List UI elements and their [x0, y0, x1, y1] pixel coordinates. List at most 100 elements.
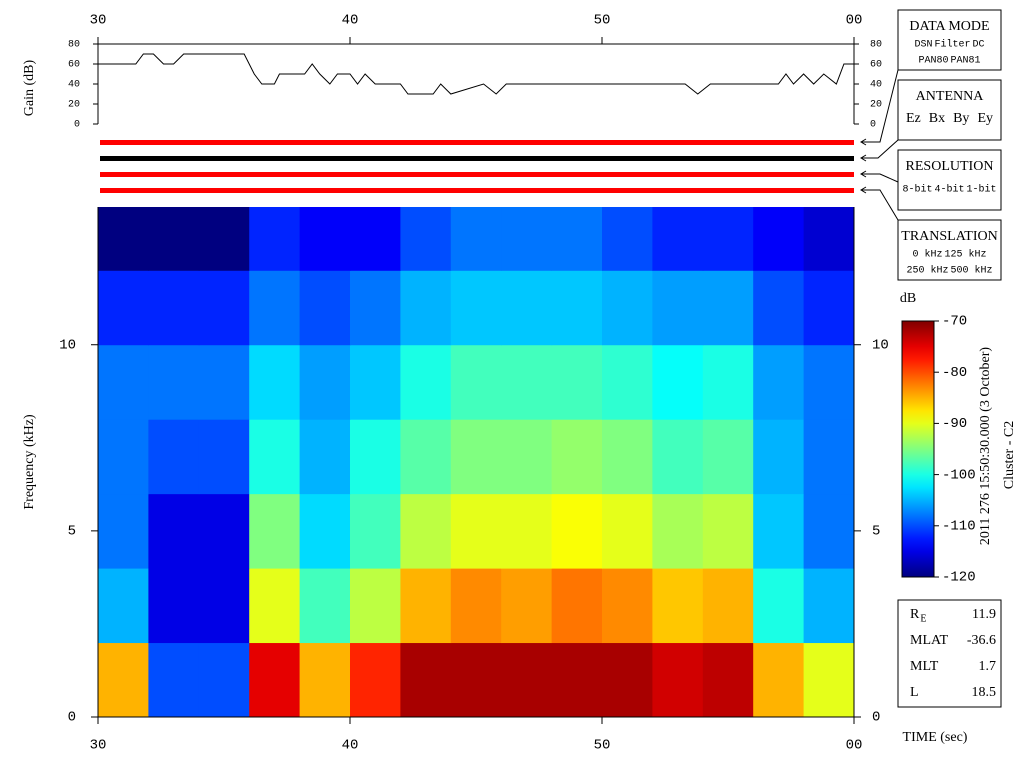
spectrogram-cell	[400, 493, 452, 569]
colorbar-tick-label: -110	[942, 519, 976, 535]
spectrogram-cell	[400, 344, 452, 420]
spectrogram-cell	[98, 419, 149, 495]
status-item: DC	[973, 40, 985, 51]
y-tick-label: 40	[870, 80, 882, 91]
spectrogram-cell	[198, 568, 250, 644]
spectrogram-cell	[198, 270, 250, 346]
spectrogram-cell	[501, 344, 553, 420]
status-item: 0 kHz	[912, 249, 942, 261]
spectrogram-cell	[652, 419, 704, 495]
spectrogram-cell	[148, 568, 200, 644]
spectrogram-cell	[652, 207, 704, 271]
spectrogram-cell	[450, 493, 502, 569]
spectrogram-cell	[753, 207, 805, 271]
colorbar-tick-label: -100	[942, 467, 976, 483]
spectrogram-cell	[249, 419, 301, 495]
orbit-label-sub: E	[920, 613, 926, 624]
x-tick-label: 30	[90, 738, 107, 754]
status-box	[897, 219, 1002, 281]
spectrogram-cell	[753, 419, 805, 495]
spectrogram-cell	[551, 270, 603, 346]
y-tick-label: 10	[59, 337, 76, 353]
spectrogram-cell	[198, 493, 250, 569]
spectrogram-cell	[198, 207, 250, 271]
spectrogram-cell	[249, 344, 301, 420]
status-item: By	[953, 111, 969, 126]
orbit-box	[897, 599, 1002, 708]
spectrogram-cell	[602, 419, 653, 495]
spectrogram-cell	[551, 207, 603, 271]
orbit-label: MLAT	[910, 633, 949, 648]
spectrogram-cell	[98, 568, 149, 644]
spectrogram-cell	[602, 568, 653, 644]
status-item: Filter	[934, 39, 970, 51]
colorbar-tick-label: -80	[942, 365, 967, 381]
status-box	[897, 149, 1002, 211]
spectrogram-cell	[148, 270, 200, 346]
colorbar	[901, 320, 935, 578]
spectrogram-cell	[551, 493, 603, 569]
spectrogram-cell	[350, 344, 401, 420]
y-tick-label: 20	[870, 100, 882, 111]
connectors	[860, 69, 899, 221]
orbit-value: 1.7	[979, 659, 997, 674]
spectrogram-cell	[702, 419, 754, 495]
spectrogram-cell	[350, 270, 401, 346]
spectrogram-cell	[198, 344, 250, 420]
status-box	[897, 9, 1002, 71]
spectrogram-cell	[702, 270, 754, 346]
status-item: PAN80	[918, 56, 948, 67]
status-title: DATA MODE	[909, 19, 989, 34]
spectrogram-cell	[753, 568, 805, 644]
spectrogram-cell	[299, 493, 351, 569]
spectrogram-cell	[501, 207, 553, 271]
spectrogram-cell	[198, 419, 250, 495]
colorbar-label: dB	[900, 291, 916, 306]
orbit-label: MLT	[910, 659, 939, 674]
x-tick-label: 00	[846, 738, 863, 754]
spectrogram-cell	[249, 642, 301, 718]
y-tick-label: 60	[870, 60, 882, 71]
spectrogram-cell	[148, 642, 200, 718]
spectrogram-cell	[450, 344, 502, 420]
y-tick-label: 60	[68, 60, 80, 71]
spectrogram-cell	[148, 344, 200, 420]
spectrogram-cell	[198, 642, 250, 718]
status-item: 500 kHz	[951, 265, 993, 277]
spectrogram-cell	[753, 642, 805, 718]
spectrogram-cell	[803, 568, 855, 644]
x-tick-label: 40	[342, 738, 359, 754]
spectrogram-cell	[702, 493, 754, 569]
y-tick-label: 5	[68, 524, 76, 540]
orbit-value: -36.6	[967, 633, 996, 648]
spectrogram-cell	[299, 207, 351, 271]
spectrogram-cell	[299, 270, 351, 346]
status-item: Bx	[929, 111, 945, 126]
orbit-value: 18.5	[972, 685, 997, 700]
spectrogram-cell	[98, 207, 149, 271]
spectrogram-cell	[148, 493, 200, 569]
spectrogram-cell	[400, 419, 452, 495]
spectrogram-cell	[450, 270, 502, 346]
spectrogram-cell	[249, 493, 301, 569]
spectrogram-cell	[602, 642, 653, 718]
spectrogram-cell	[249, 568, 301, 644]
orbit-label: L	[910, 685, 919, 700]
gain-axis-label: Gain (dB)	[22, 59, 37, 116]
spectrogram-cell	[652, 270, 704, 346]
status-bar	[100, 172, 854, 177]
date-label: 2011 276 15:50:30.000 (3 October)	[978, 347, 993, 546]
spectrogram-cell	[803, 270, 855, 346]
spectrogram-cell	[501, 270, 553, 346]
spectrogram-cell	[299, 344, 351, 420]
spectrogram-cell	[551, 344, 603, 420]
status-item: PAN81	[951, 56, 981, 67]
spectrogram-cell	[753, 493, 805, 569]
spectrogram-cell	[803, 419, 855, 495]
colorbar-tick-label: -70	[942, 314, 967, 330]
spectrogram-cell	[350, 207, 401, 271]
spectrogram-cell	[98, 493, 149, 569]
spectrogram-cell	[551, 568, 603, 644]
y-tick-label: 80	[870, 40, 882, 51]
spectrogram-cell	[501, 568, 553, 644]
